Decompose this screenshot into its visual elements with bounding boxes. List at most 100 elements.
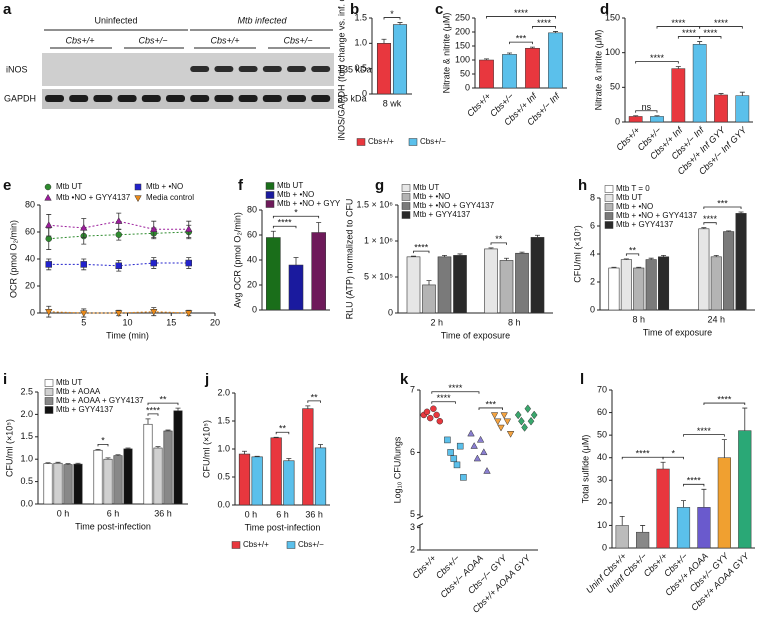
error-bar: [318, 444, 323, 448]
bar: [283, 460, 295, 506]
y-tick-label: 100: [605, 47, 620, 57]
significance-bracket: [486, 16, 556, 19]
point: [467, 429, 475, 437]
y-tick-label: 0: [465, 82, 470, 92]
x-tick-label: 20: [210, 317, 220, 327]
y-tick-label: 20: [247, 279, 257, 289]
inos-band: [262, 66, 282, 72]
bar: [692, 44, 707, 123]
legend-swatch: [604, 212, 614, 220]
y-axis-label: Total sulfide (μM): [580, 435, 590, 504]
bar: [43, 463, 53, 505]
y-tick-label: 0: [252, 304, 257, 314]
bar: [548, 32, 563, 89]
significance-label: ***: [486, 399, 497, 409]
bar: [650, 116, 664, 123]
bar: [288, 264, 304, 311]
legend-swatch: [401, 184, 411, 192]
point: [444, 436, 451, 444]
significance-bracket: [683, 483, 705, 487]
panel-letter: j: [204, 371, 209, 388]
bar: [53, 462, 63, 505]
bar: [656, 468, 670, 549]
x-axis-label: Time of exposure: [441, 330, 510, 340]
error-bar: [65, 463, 71, 465]
y-tick-label: 1.5: [20, 431, 33, 441]
bar: [143, 423, 153, 505]
y-tick-label: 4: [590, 248, 595, 258]
point: [115, 217, 123, 224]
bar: [502, 54, 517, 89]
error-bar: [397, 22, 403, 25]
legend-label: Mtb UT: [277, 181, 303, 190]
x-axis-label: Time post-infection: [245, 522, 321, 532]
bar: [515, 252, 529, 314]
x-tick-label: Cbs+/+: [465, 91, 493, 119]
error-bar: [697, 41, 703, 45]
panel-letter: f: [238, 177, 244, 194]
legend-label: Mtb •NO + GYY4137: [56, 193, 131, 202]
blot-size-label: 35 kDa: [338, 93, 367, 103]
x-tick-label: 6 h: [107, 508, 120, 518]
significance-label: ****: [682, 28, 697, 38]
point: [506, 431, 515, 438]
point: [470, 442, 478, 449]
y-tick-label: 250: [455, 12, 470, 22]
point: [460, 474, 467, 481]
bar: [123, 448, 133, 505]
point: [521, 423, 528, 432]
inos-band: [238, 66, 258, 72]
significance-label: *: [294, 208, 298, 218]
y-tick-label: 5 × 10⁵: [364, 271, 393, 281]
y-tick-label: 40: [597, 452, 607, 462]
significance-bracket: [97, 443, 109, 447]
error-bar: [55, 461, 61, 464]
error-bar: [45, 462, 51, 464]
blot-strip: [42, 53, 334, 86]
significance-bracket: [478, 407, 503, 410]
significance-bracket: [683, 434, 725, 437]
y-tick-label: 2: [590, 276, 595, 286]
significance-bracket: [703, 206, 742, 209]
y-tick-label: 1.5 × 10⁶: [357, 199, 394, 209]
y-tick-label: 40: [247, 254, 257, 264]
legend-swatch: [44, 397, 54, 405]
bar: [645, 259, 657, 311]
point: [456, 442, 464, 450]
x-tick-label: 8 h: [508, 317, 521, 327]
bar: [73, 463, 83, 505]
y-tick-label: 1.5: [217, 415, 230, 425]
significance-label: ****: [650, 53, 665, 63]
panel-letter: e: [3, 177, 11, 194]
x-axis-label: Time (min): [106, 330, 149, 340]
y-tick-label: 200: [455, 26, 470, 36]
error-bar: [530, 46, 535, 49]
gapdh-band: [262, 95, 282, 102]
bar: [93, 449, 103, 505]
significance-label: ****: [414, 242, 429, 252]
y-tick-label: 10: [597, 520, 607, 530]
bar: [63, 464, 73, 505]
x-tick-label: 10: [122, 317, 132, 327]
inos-band: [190, 66, 210, 72]
panel-letter: g: [375, 177, 384, 194]
point: [45, 261, 52, 268]
point: [453, 461, 461, 469]
legend-swatch: [604, 194, 614, 202]
bar: [697, 507, 711, 549]
significance-bracket: [383, 17, 401, 20]
y-axis-label: CFU/ml (×10⁷): [572, 225, 582, 283]
significance-label: ****: [514, 8, 529, 18]
significance-label: ****: [448, 383, 463, 393]
significance-bracket: [699, 26, 743, 29]
error-bar: [242, 450, 247, 455]
legend-label: Mtb UT: [56, 378, 82, 387]
significance-label: **: [629, 245, 637, 255]
point: [530, 410, 538, 420]
point: [497, 424, 505, 432]
point: [480, 448, 488, 456]
bar: [437, 256, 452, 314]
significance-bracket: [635, 110, 658, 113]
point: [80, 310, 88, 318]
